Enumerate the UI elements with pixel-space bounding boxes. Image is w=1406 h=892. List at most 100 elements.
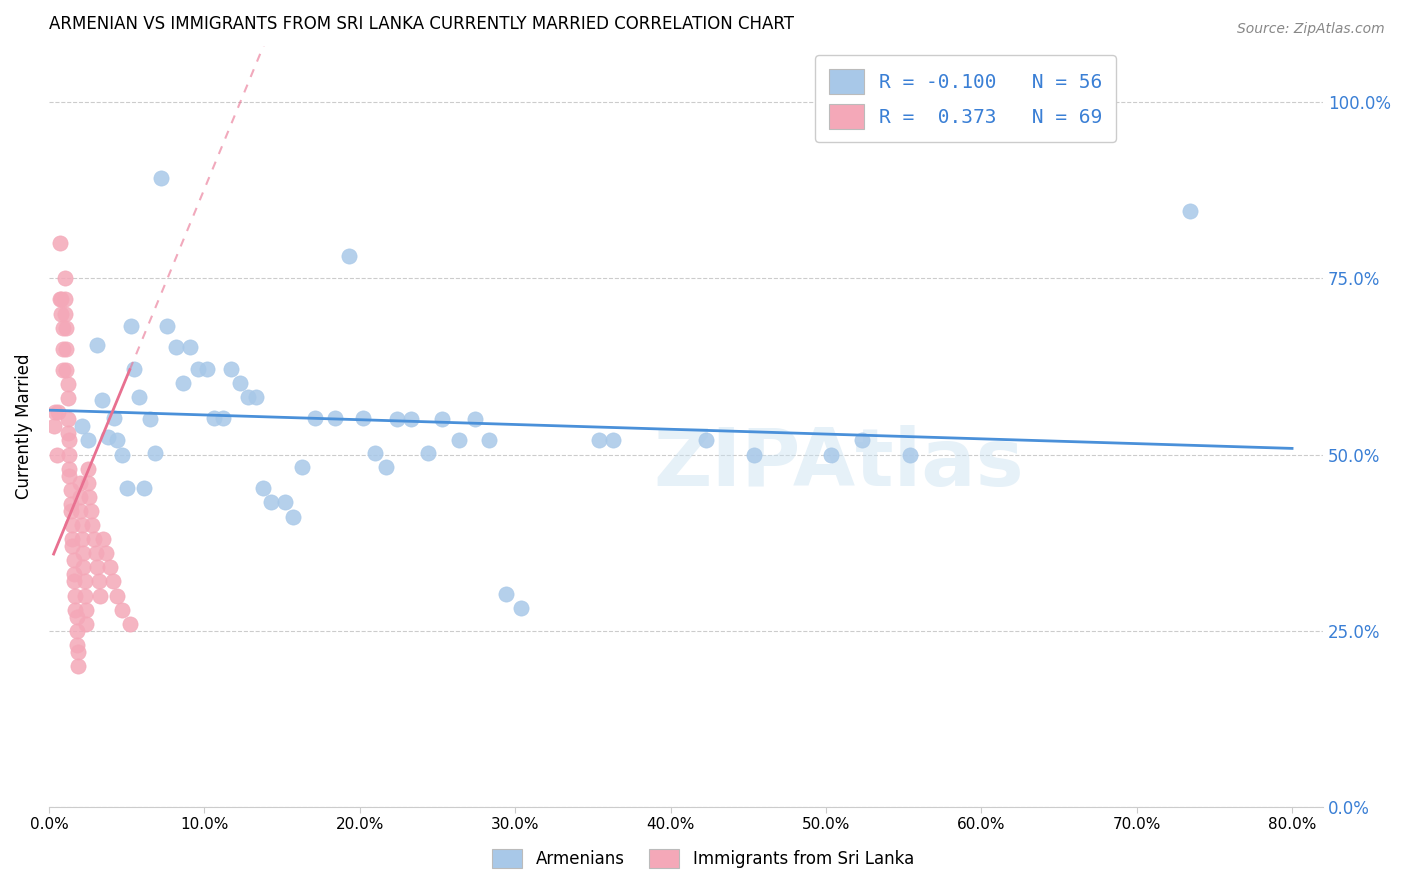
Point: [66, 624, 89, 638]
Point: [63, 553, 86, 567]
Point: [69, 475, 91, 490]
Point: [304, 410, 326, 425]
Point: [45, 448, 67, 462]
Point: [219, 361, 242, 376]
Point: [52, 320, 75, 334]
Point: [46, 405, 69, 419]
Point: [55, 363, 77, 377]
Point: [229, 376, 252, 390]
Point: [695, 434, 717, 448]
Point: [87, 574, 110, 589]
Point: [281, 509, 304, 524]
Point: [59, 504, 82, 518]
Point: [59, 483, 82, 497]
Point: [111, 602, 134, 616]
Point: [1178, 204, 1201, 219]
Point: [149, 171, 172, 186]
Point: [212, 410, 235, 425]
Point: [76, 434, 98, 448]
Y-axis label: Currently Married: Currently Married: [15, 353, 32, 500]
Point: [478, 434, 501, 448]
Point: [63, 567, 86, 582]
Point: [66, 609, 89, 624]
Point: [73, 589, 96, 603]
Point: [44, 405, 66, 419]
Point: [69, 490, 91, 504]
Point: [156, 319, 179, 334]
Point: [75, 602, 97, 616]
Point: [49, 235, 72, 250]
Point: [90, 392, 112, 407]
Point: [93, 532, 115, 546]
Point: [67, 645, 90, 659]
Point: [67, 659, 90, 673]
Point: [53, 293, 76, 307]
Point: [132, 481, 155, 495]
Point: [464, 412, 486, 426]
Point: [245, 390, 267, 404]
Point: [375, 460, 398, 475]
Point: [416, 446, 439, 460]
Point: [70, 518, 93, 533]
Point: [51, 306, 73, 320]
Point: [399, 412, 422, 426]
Point: [139, 412, 162, 426]
Point: [59, 497, 82, 511]
Point: [60, 532, 83, 546]
Point: [58, 468, 80, 483]
Point: [120, 319, 142, 334]
Point: [53, 306, 76, 320]
Point: [58, 448, 80, 462]
Point: [76, 461, 98, 475]
Point: [187, 361, 209, 376]
Point: [82, 518, 104, 533]
Point: [165, 340, 187, 354]
Point: [56, 377, 79, 392]
Point: [60, 518, 83, 533]
Point: [65, 589, 87, 603]
Point: [55, 320, 77, 334]
Point: [495, 587, 517, 601]
Point: [72, 546, 94, 560]
Point: [89, 589, 111, 603]
Point: [70, 532, 93, 546]
Point: [53, 271, 76, 285]
Point: [449, 434, 471, 448]
Point: [430, 412, 453, 426]
Legend: Armenians, Immigrants from Sri Lanka: Armenians, Immigrants from Sri Lanka: [485, 842, 921, 875]
Point: [510, 601, 533, 615]
Point: [118, 616, 141, 631]
Point: [236, 390, 259, 404]
Point: [103, 410, 125, 425]
Text: Source: ZipAtlas.com: Source: ZipAtlas.com: [1237, 22, 1385, 37]
Point: [172, 376, 194, 390]
Point: [274, 495, 297, 509]
Point: [96, 546, 118, 560]
Point: [86, 560, 108, 574]
Point: [385, 412, 408, 426]
Text: ARMENIAN VS IMMIGRANTS FROM SRI LANKA CURRENTLY MARRIED CORRELATION CHART: ARMENIAN VS IMMIGRANTS FROM SRI LANKA CU…: [49, 15, 794, 33]
Point: [115, 481, 138, 495]
Point: [52, 363, 75, 377]
Legend: R = -0.100   N = 56, R =  0.373   N = 69: R = -0.100 N = 56, R = 0.373 N = 69: [815, 55, 1116, 143]
Point: [79, 490, 101, 504]
Point: [364, 446, 387, 460]
Point: [73, 574, 96, 589]
Point: [52, 342, 75, 356]
Point: [80, 504, 103, 518]
Text: ZIPAtlas: ZIPAtlas: [654, 425, 1025, 503]
Point: [70, 419, 93, 434]
Point: [252, 481, 274, 495]
Point: [60, 539, 83, 553]
Point: [179, 340, 201, 354]
Point: [83, 532, 105, 546]
Point: [323, 410, 346, 425]
Point: [49, 293, 72, 307]
Point: [111, 448, 134, 462]
Point: [76, 475, 98, 490]
Point: [202, 410, 225, 425]
Point: [124, 361, 146, 376]
Point: [291, 460, 314, 475]
Point: [602, 434, 624, 448]
Point: [101, 574, 124, 589]
